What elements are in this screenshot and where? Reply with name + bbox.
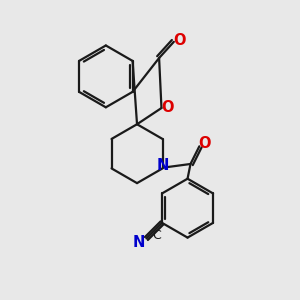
Text: O: O [173, 33, 185, 48]
Text: N: N [133, 235, 145, 250]
Text: O: O [198, 136, 211, 152]
Text: N: N [157, 158, 169, 173]
Text: C: C [152, 229, 161, 242]
Text: O: O [162, 100, 174, 115]
